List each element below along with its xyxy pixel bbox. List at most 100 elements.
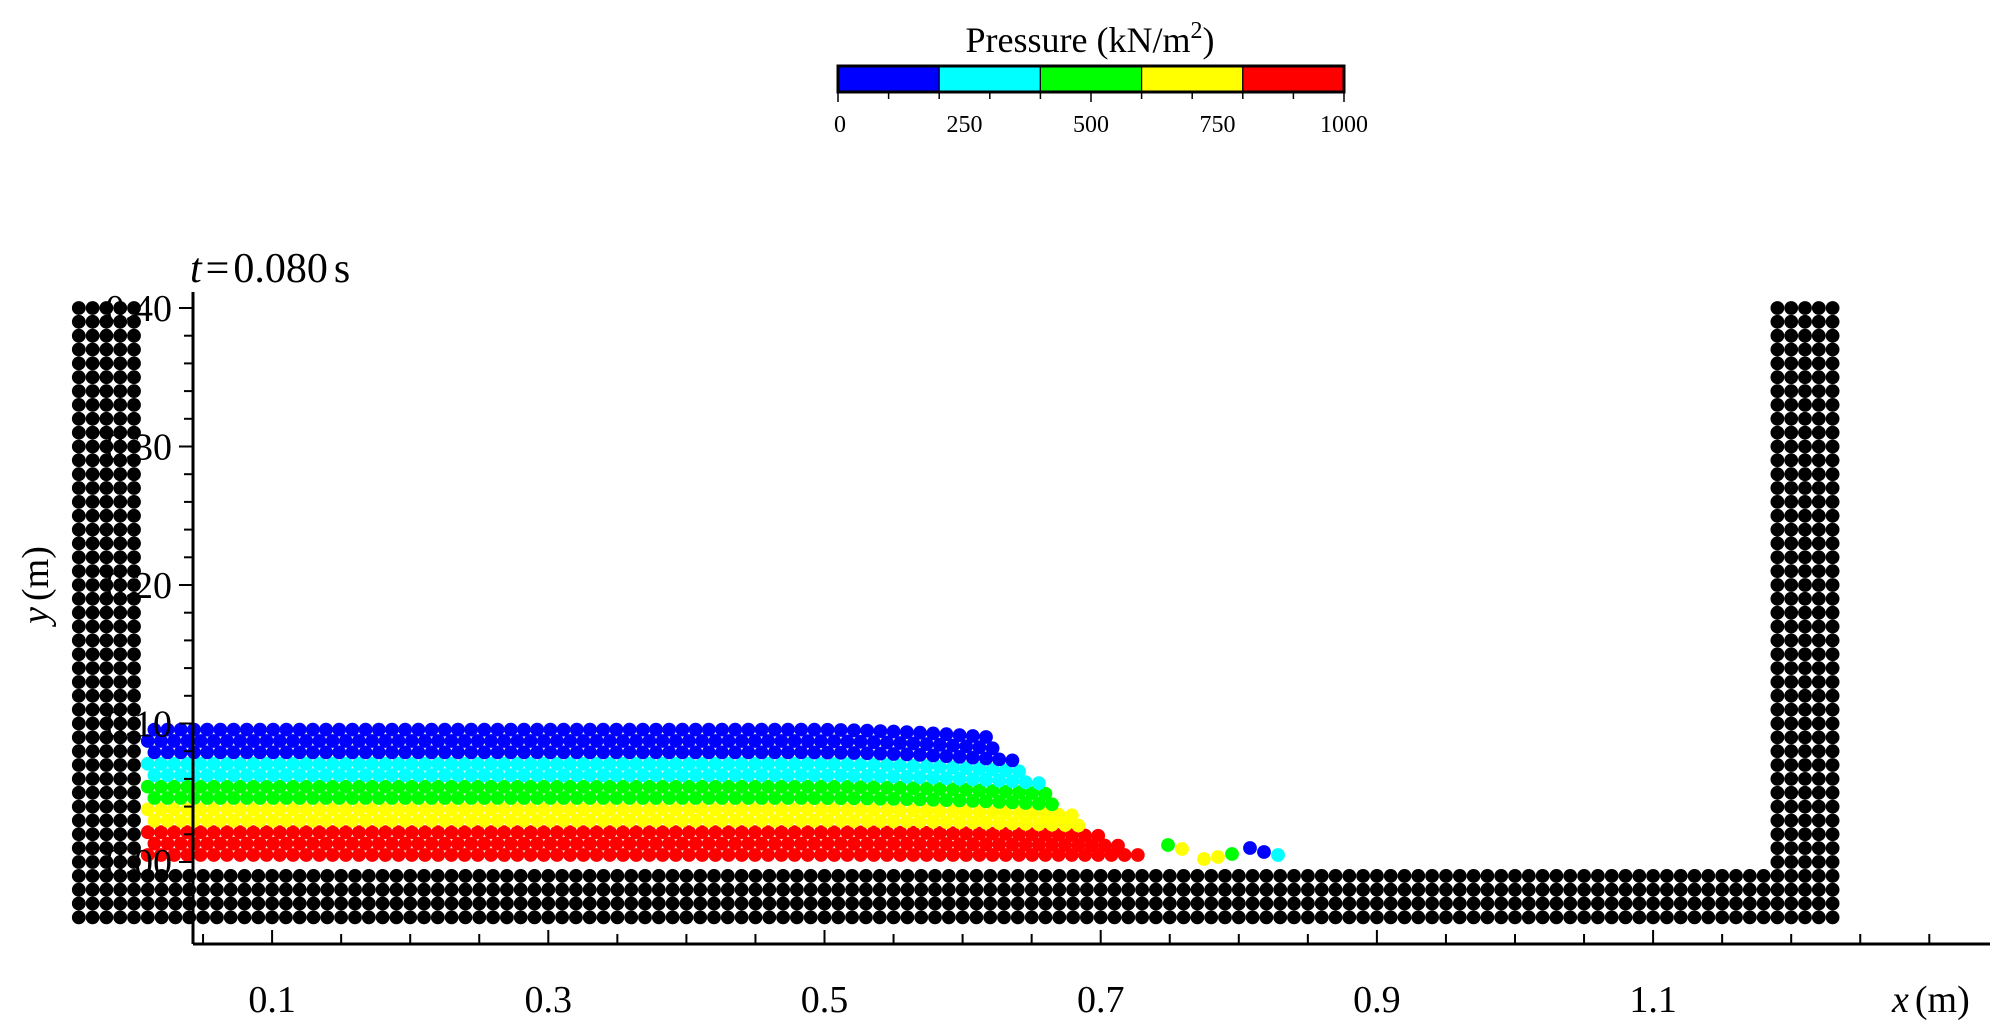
fluid-particle xyxy=(147,745,162,760)
fluid-particle xyxy=(688,745,703,760)
wall-particle xyxy=(1811,661,1826,675)
fluid-particle xyxy=(444,756,459,771)
fluid-particle xyxy=(576,779,591,794)
floor-particle xyxy=(707,910,721,925)
floor-particle xyxy=(665,882,680,897)
wall-particle xyxy=(113,633,128,648)
wall-particle xyxy=(1784,550,1799,565)
fluid-particle xyxy=(411,768,426,783)
floor-particle xyxy=(1701,896,1716,911)
fluid-particle xyxy=(391,848,406,862)
wall-particle xyxy=(1798,384,1812,398)
fluid-particle xyxy=(365,848,380,862)
fluid-particle xyxy=(233,802,248,817)
fluid-particle xyxy=(866,757,881,772)
wall-particle xyxy=(127,342,141,357)
fluid-particle xyxy=(352,779,366,794)
fluid-particle xyxy=(418,779,432,794)
fluid-particle xyxy=(220,802,234,817)
fluid-particle xyxy=(979,837,993,852)
wall-particle xyxy=(99,633,114,648)
wall-particle xyxy=(99,841,114,855)
floor-particle xyxy=(1287,910,1301,925)
floor-particle xyxy=(1066,882,1080,897)
fluid-particle xyxy=(246,802,261,817)
fluid-particle xyxy=(629,825,644,840)
floor-particle xyxy=(1314,869,1329,883)
floor-particle xyxy=(983,896,998,911)
fluid-particle xyxy=(279,745,294,760)
wall-particle xyxy=(71,855,86,869)
floor-particle xyxy=(361,882,376,897)
wall-particle xyxy=(1770,522,1785,537)
fluid-particle xyxy=(708,848,723,862)
wall-particle xyxy=(1811,342,1826,357)
fluid-particle xyxy=(814,757,828,771)
wall-particle xyxy=(99,647,114,662)
fluid-particle xyxy=(259,779,274,794)
floor-particle xyxy=(513,910,528,925)
floor-particle xyxy=(1383,896,1398,911)
fluid-particle xyxy=(767,791,782,805)
wall-particle xyxy=(85,688,100,703)
wall-particle xyxy=(1798,411,1812,426)
fluid-particle xyxy=(853,802,868,817)
floor-particle xyxy=(334,882,348,897)
fluid-particle xyxy=(767,722,782,737)
floor-particle xyxy=(71,896,86,911)
fluid-particle xyxy=(536,848,551,862)
fluid-particle xyxy=(840,757,855,772)
fluid-particle xyxy=(200,836,215,851)
fluid-particle xyxy=(688,813,703,828)
floor-particle xyxy=(817,869,832,883)
floor-particle xyxy=(983,869,998,883)
fluid-particle xyxy=(418,802,432,817)
fluid-particle xyxy=(913,814,927,829)
floor-particle xyxy=(168,896,183,911)
wall-particle xyxy=(127,314,141,329)
wall-particle xyxy=(1770,799,1785,814)
fluid-particle xyxy=(708,734,723,748)
wall-particle xyxy=(71,702,86,717)
floor-particle xyxy=(127,869,141,883)
fluid-particle xyxy=(873,814,888,829)
fluid-particle xyxy=(1005,837,1020,852)
floor-particle xyxy=(845,896,859,911)
wall-particle xyxy=(1784,591,1799,606)
fluid-particle xyxy=(305,722,320,737)
fluid-particle xyxy=(206,802,221,817)
fluid-particle xyxy=(391,779,406,794)
fluid-particle xyxy=(1025,786,1040,800)
floor-particle xyxy=(900,896,915,911)
colorbar-band xyxy=(1242,65,1345,93)
floor-particle xyxy=(1549,910,1564,925)
fluid-particle xyxy=(840,848,855,862)
fluid-particle xyxy=(906,825,921,840)
fluid-particle xyxy=(893,848,908,862)
wall-particle xyxy=(127,716,141,731)
floor-particle xyxy=(1549,896,1564,911)
wall-particle xyxy=(71,328,86,343)
fluid-particle xyxy=(319,836,333,851)
wall-particle xyxy=(113,813,128,828)
fluid-particle xyxy=(774,756,789,771)
fluid-particle xyxy=(985,805,1000,820)
fluid-particle xyxy=(477,745,492,760)
fluid-particle xyxy=(404,825,419,840)
fluid-particle xyxy=(226,722,241,737)
fluid-particle xyxy=(649,722,663,737)
floor-particle xyxy=(1494,910,1509,925)
floor-particle xyxy=(430,896,445,911)
wall-particle xyxy=(71,647,86,662)
floor-particle xyxy=(417,882,431,897)
floor-particle xyxy=(734,882,749,897)
wall-particle xyxy=(85,550,100,565)
wall-particle xyxy=(85,578,100,592)
fluid-particle xyxy=(926,837,941,851)
fluid-particle xyxy=(543,722,558,737)
wall-particle xyxy=(1770,716,1785,731)
fluid-particle xyxy=(655,779,670,794)
fluid-particle xyxy=(728,745,743,760)
fluid-particle xyxy=(695,848,710,862)
fluid-particle xyxy=(233,848,248,862)
